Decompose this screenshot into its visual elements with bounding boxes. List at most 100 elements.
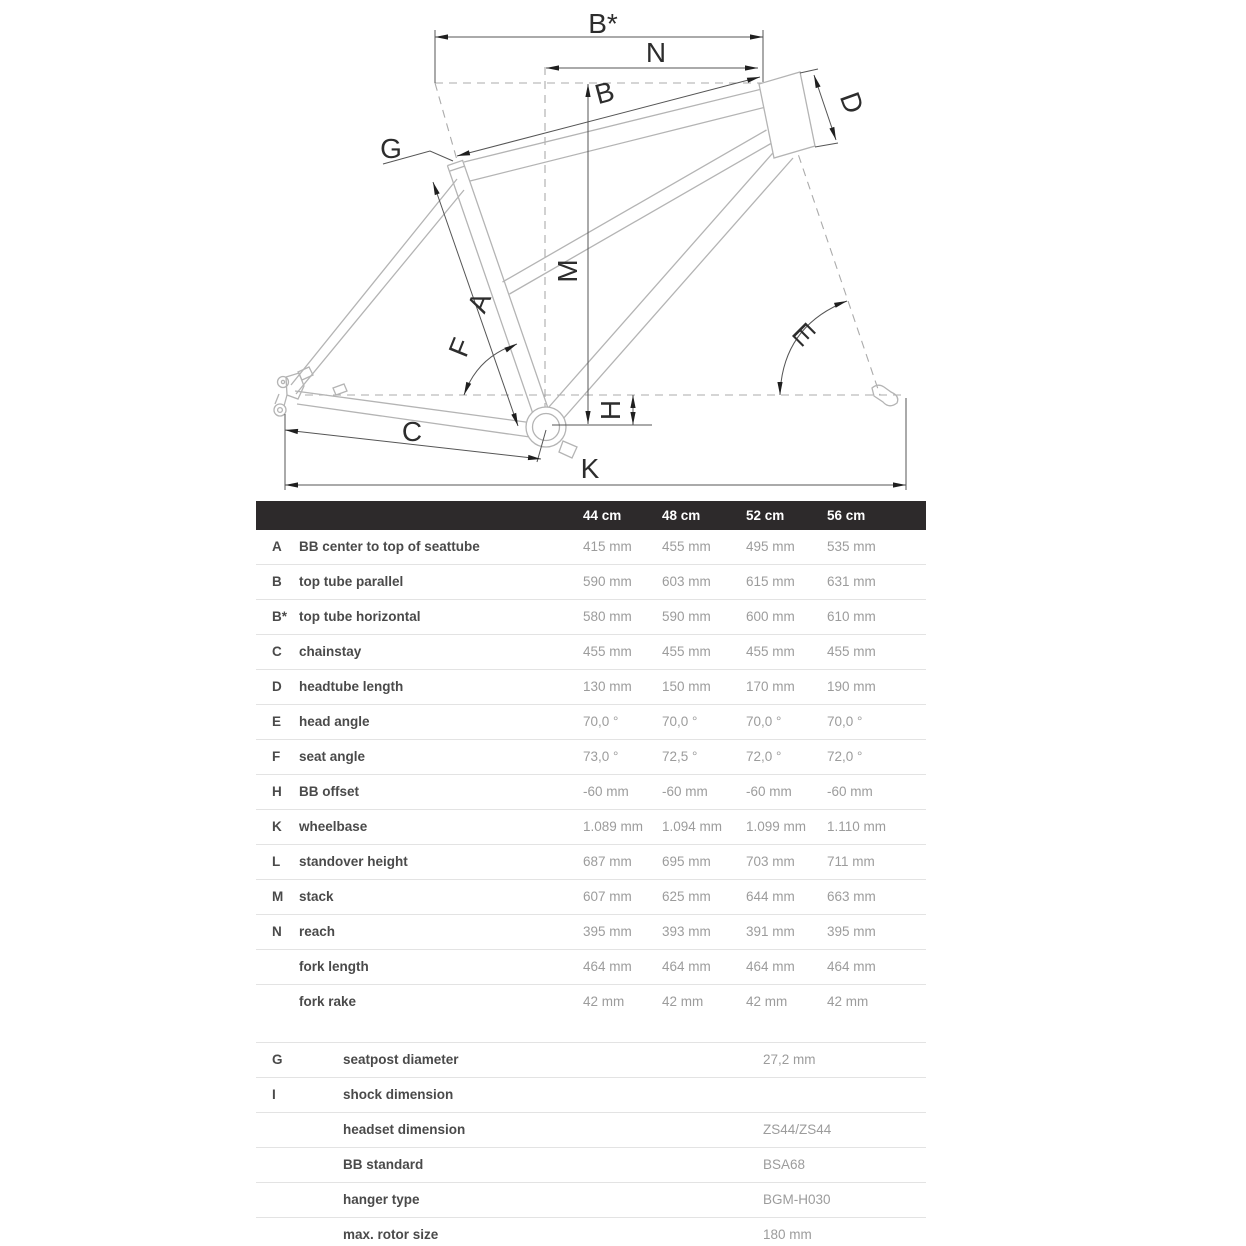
row-letter: L: [272, 854, 281, 870]
detail-table-body: G seatpost diameter 27,2 mm I shock dime…: [256, 1042, 926, 1246]
row-value: 455 mm: [746, 644, 795, 660]
row-name: top tube horizontal: [299, 609, 421, 625]
row-value: ZS44/ZS44: [763, 1122, 832, 1138]
row-value: 72,0 °: [827, 749, 863, 765]
top-tube: [463, 87, 771, 182]
row-value: 464 mm: [827, 959, 876, 975]
row-value: BGM-H030: [763, 1192, 831, 1208]
row-value: 391 mm: [746, 924, 795, 940]
row-letter: A: [272, 539, 282, 555]
row-value: 1.089 mm: [583, 819, 644, 835]
row-value: 1.099 mm: [746, 819, 807, 835]
row-value: 393 mm: [662, 924, 711, 940]
row-name: BB center to top of seattube: [299, 539, 480, 555]
table-row: B top tube parallel 590 mm 603 mm 615 mm…: [256, 565, 926, 600]
section-spacer: [256, 1019, 926, 1042]
frame-geometry-diagram: B* N B D G M A F E H C K: [273, 8, 907, 490]
down-tube: [540, 145, 794, 429]
label-head-angle: E: [786, 317, 821, 352]
row-value: 495 mm: [746, 539, 795, 555]
row-value: 607 mm: [583, 889, 632, 905]
row-value: 711 mm: [827, 854, 875, 870]
row-name: shock dimension: [343, 1087, 454, 1103]
row-value: 615 mm: [746, 574, 795, 590]
table-row: L standover height 687 mm 695 mm 703 mm …: [256, 845, 926, 880]
label-top-tube-parallel: B: [592, 75, 618, 110]
dimension-arrows: [285, 34, 906, 488]
row-value: 703 mm: [746, 854, 795, 870]
row-value: 70,0 °: [746, 714, 782, 730]
row-letter: B*: [272, 609, 288, 625]
row-value: 415 mm: [583, 539, 632, 555]
table-row: C chainstay 455 mm 455 mm 455 mm 455 mm: [256, 635, 926, 670]
row-value: 72,5 °: [662, 749, 698, 765]
row-letter: G: [272, 1052, 283, 1068]
row-name: BB standard: [343, 1157, 424, 1173]
row-value: 687 mm: [583, 854, 632, 870]
row-letter: M: [272, 889, 284, 905]
row-value: 603 mm: [662, 574, 711, 590]
row-letter: I: [272, 1087, 276, 1103]
row-letter: N: [272, 924, 282, 940]
frame-outline: [273, 71, 899, 459]
row-value: 535 mm: [827, 539, 876, 555]
construction-lines: [305, 67, 903, 427]
row-value: 455 mm: [662, 539, 711, 555]
row-value: 395 mm: [583, 924, 632, 940]
row-value: 464 mm: [662, 959, 711, 975]
detail-row: BB standard BSA68: [256, 1148, 926, 1183]
row-letter: C: [272, 644, 282, 660]
row-value: 42 mm: [827, 994, 869, 1010]
table-row: M stack 607 mm 625 mm 644 mm 663 mm: [256, 880, 926, 915]
table-row: fork length 464 mm 464 mm 464 mm 464 mm: [256, 950, 926, 985]
row-value: 190 mm: [827, 679, 876, 695]
row-value: -60 mm: [827, 784, 873, 800]
row-value: 610 mm: [827, 609, 876, 625]
table-row: D headtube length 130 mm 150 mm 170 mm 1…: [256, 670, 926, 705]
table-row: A BB center to top of seattube 415 mm 45…: [256, 530, 926, 565]
detail-row: max. rotor size 180 mm: [256, 1218, 926, 1246]
label-chainstay: C: [402, 416, 422, 447]
row-value: 42 mm: [583, 994, 625, 1010]
row-name: headset dimension: [343, 1122, 466, 1138]
row-name: hanger type: [343, 1192, 420, 1208]
table-row: N reach 395 mm 393 mm 391 mm 395 mm: [256, 915, 926, 950]
row-value: 663 mm: [827, 889, 876, 905]
stay-bridge: [332, 383, 348, 396]
row-letter: H: [272, 784, 282, 800]
row-value: 395 mm: [827, 924, 876, 940]
row-value: 42 mm: [746, 994, 788, 1010]
chain-stay: [294, 390, 538, 439]
label-seatpost: G: [380, 133, 402, 164]
size-column-44: 44 cm: [583, 507, 622, 523]
row-value: 590 mm: [662, 609, 711, 625]
row-value: BSA68: [763, 1157, 806, 1173]
row-letter: B: [272, 574, 282, 590]
cable-guide: [558, 440, 578, 459]
label-reach: N: [646, 37, 666, 68]
row-value: 72,0 °: [746, 749, 782, 765]
row-name: max. rotor size: [343, 1227, 439, 1243]
row-value: 695 mm: [662, 854, 711, 870]
row-value: 170 mm: [746, 679, 795, 695]
size-column-56: 56 cm: [827, 507, 866, 523]
row-name: wheelbase: [299, 819, 368, 835]
row-value: 27,2 mm: [763, 1052, 816, 1068]
row-letter: D: [272, 679, 282, 695]
seat-tube: [446, 159, 555, 430]
table-row: K wheelbase 1.089 mm 1.094 mm 1.099 mm 1…: [256, 810, 926, 845]
size-header-row: 44 cm 48 cm 52 cm 56 cm: [256, 501, 926, 530]
row-name: stack: [299, 889, 334, 905]
row-value: -60 mm: [746, 784, 792, 800]
row-value: 42 mm: [662, 994, 704, 1010]
row-value: 631 mm: [827, 574, 876, 590]
front-dropout: [871, 384, 899, 407]
label-seat-angle: F: [443, 334, 478, 361]
spec-table-body: A BB center to top of seattube 415 mm 45…: [256, 530, 926, 1019]
row-value: 180 mm: [763, 1227, 812, 1243]
row-name: head angle: [299, 714, 370, 730]
table-row: fork rake 42 mm 42 mm 42 mm 42 mm: [256, 985, 926, 1019]
row-value: 70,0 °: [583, 714, 619, 730]
label-wheelbase: K: [581, 453, 600, 484]
detail-row: headset dimension ZS44/ZS44: [256, 1113, 926, 1148]
